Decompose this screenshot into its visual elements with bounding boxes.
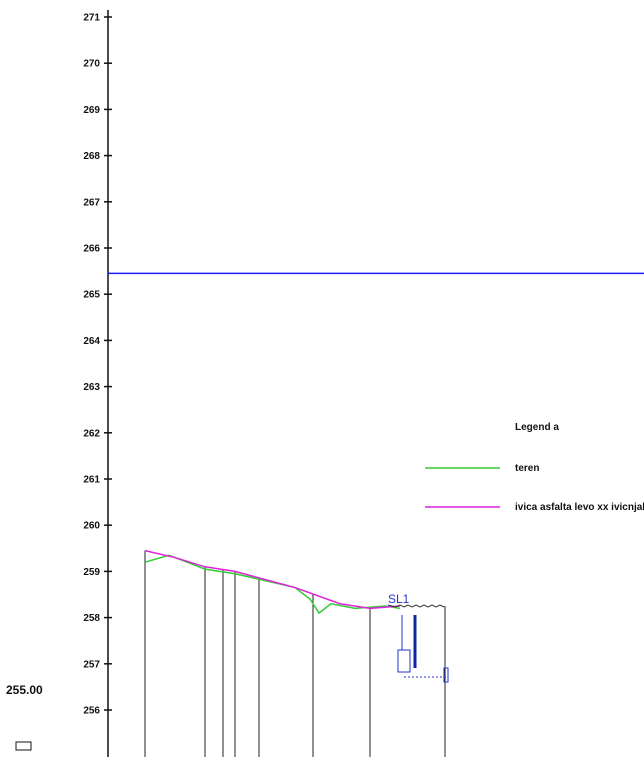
station-lines (144, 550, 446, 757)
y-tick-label: 271 (83, 13, 100, 24)
y-axis: 271 270 269 268 267 266 265 264 263 262 261 260 259 2… (83, 10, 112, 757)
y-tick-label: 270 (83, 59, 100, 70)
side-value-label: 255.00 (6, 683, 43, 697)
legend-title: Legend a (515, 422, 559, 433)
legend-label-ivica: ivica asfalta levo xx ivicnjak (515, 502, 644, 513)
y-tick-label: 265 (83, 290, 100, 301)
legend-label-teren: teren (515, 463, 539, 474)
y-tick-label: 264 (83, 336, 100, 347)
y-tick-label: 257 (83, 659, 100, 670)
y-tick-label: 259 (83, 567, 100, 578)
y-tick-label: 263 (83, 382, 100, 393)
series-lines (144, 549, 401, 615)
series-line-0 (144, 554, 401, 615)
y-tick-label: 262 (83, 428, 100, 439)
station-label: SL1 (388, 592, 410, 606)
series-line-1 (144, 549, 401, 610)
station-hatch (387, 604, 445, 608)
legend: Legend a teren ivica asfalta levo xx ivi… (425, 422, 644, 513)
station-annotation: SL1 (387, 592, 449, 683)
station-glyph-end (443, 667, 449, 683)
station-glyph-block (397, 649, 411, 673)
y-tick-label: 269 (83, 105, 100, 116)
y-tick-label: 256 (83, 706, 100, 717)
y-tick-label: 268 (83, 151, 100, 162)
y-tick-label: 260 (83, 521, 100, 532)
scale-box (15, 741, 32, 751)
y-tick-label: 266 (83, 244, 100, 255)
y-tick-label: 258 (83, 613, 100, 624)
y-tick-label: 261 (83, 475, 100, 486)
y-tick-label: 267 (83, 197, 100, 208)
